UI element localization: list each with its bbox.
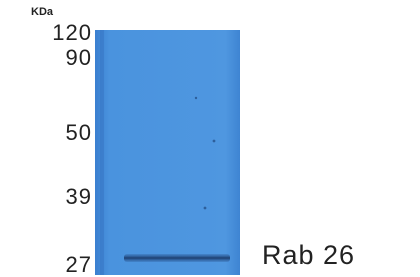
marker-label: 27: [66, 254, 92, 276]
page: KDa 120 90 50 39 27 Rab 26 (() => { cons…: [0, 0, 420, 275]
band-label: Rab 26: [262, 240, 355, 271]
speck: [213, 140, 216, 143]
speck: [195, 97, 197, 99]
protein-band: [124, 254, 230, 262]
lane-edge: [100, 30, 104, 275]
gel-lane: [95, 30, 240, 275]
marker-label: 90: [66, 47, 92, 69]
speck: [204, 207, 207, 210]
marker-label: 39: [66, 186, 92, 208]
unit-label: KDa: [31, 6, 53, 18]
marker-label: 50: [66, 122, 92, 144]
marker-label: 120: [52, 22, 92, 44]
